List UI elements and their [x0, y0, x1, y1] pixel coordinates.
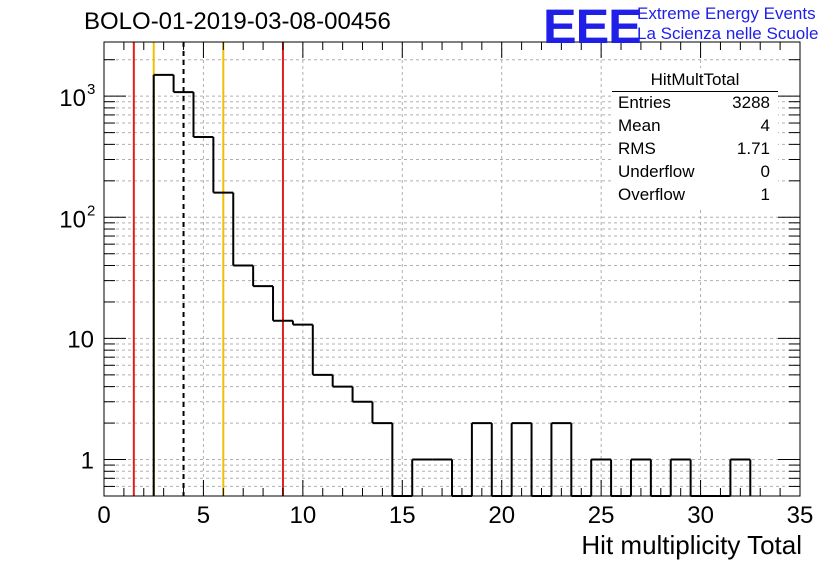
stats-row-entries: Entries 3288 [618, 93, 770, 115]
x-tick-label: 0 [97, 502, 110, 529]
stats-key: Entries [618, 93, 671, 112]
stats-value: 3288 [732, 93, 770, 112]
logo-line-1: Extreme Energy Events [637, 4, 816, 23]
logo-line-2: La Scienza nelle Scuole [637, 24, 819, 43]
eee-logo: EEE [543, 1, 642, 54]
y-tick-exponent: 2 [87, 202, 95, 219]
stats-value: 4 [760, 116, 770, 135]
stats-value: 1.71 [736, 139, 770, 158]
axis-ticks [103, 42, 801, 497]
y-tick-label: 10 [67, 326, 94, 353]
x-tick-label: 5 [197, 502, 210, 529]
stats-value: 0 [760, 162, 770, 181]
stats-box: HitMultTotal Entries 3288 Mean 4 RMS 1.7… [612, 68, 778, 210]
plot-frame [103, 41, 801, 497]
x-tick-label: 20 [488, 502, 515, 529]
x-tick-label: 25 [588, 502, 615, 529]
y-tick-label: 10 [59, 206, 86, 233]
stats-key: RMS [618, 139, 656, 158]
stats-value: 1 [760, 185, 770, 204]
x-axis-label: Hit multiplicity Total [581, 530, 802, 560]
y-tick-label: 1 [81, 448, 94, 475]
stats-key: Overflow [618, 185, 686, 204]
stats-row-mean: Mean 4 [618, 116, 770, 138]
x-tick-label: 15 [389, 502, 416, 529]
stats-separator [612, 91, 778, 92]
x-tick-label: 30 [687, 502, 714, 529]
stats-row-rms: RMS 1.71 [618, 139, 770, 161]
stats-title: HitMultTotal [650, 70, 740, 89]
x-tick-label: 35 [787, 502, 814, 529]
stats-key: Mean [618, 116, 661, 135]
x-tick-label: 10 [290, 502, 317, 529]
reference-lines [132, 42, 284, 496]
chart-title: BOLO-01-2019-03-08-00456 [84, 8, 391, 35]
y-tick-label: 10 [59, 85, 86, 112]
plot-frame-rect [103, 41, 801, 497]
stats-row-overflow: Overflow 1 [618, 185, 770, 207]
stats-key: Underflow [618, 162, 695, 181]
stats-row-underflow: Underflow 0 [618, 162, 770, 184]
y-tick-exponent: 3 [87, 81, 95, 98]
